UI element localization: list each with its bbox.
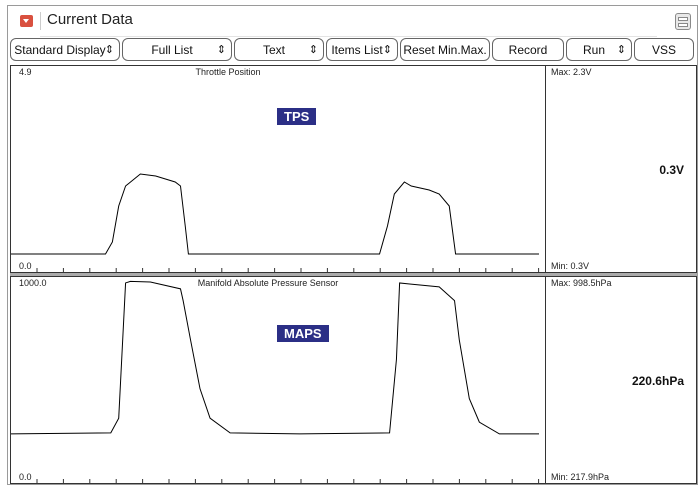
divider <box>40 12 41 30</box>
min-value: Min: 0.3V <box>551 261 590 271</box>
y-min-label: 0.0 <box>19 261 32 271</box>
button-label: Full List <box>151 42 193 57</box>
value-panel: Max: 998.5hPa 220.6hPa Min: 217.9hPa <box>546 277 696 483</box>
divider <box>40 36 657 37</box>
record-button[interactable]: Record <box>492 38 564 61</box>
sensor-badge: MAPS <box>277 325 329 342</box>
min-value: Min: 217.9hPa <box>551 472 610 482</box>
button-label: VSS <box>651 42 676 57</box>
series-line <box>11 280 539 435</box>
full-list-button[interactable]: Full List ⇕ <box>122 38 232 61</box>
reset-min-max-button[interactable]: Reset Min.Max. <box>400 38 490 61</box>
current-value: 220.6hPa <box>631 374 684 388</box>
updown-arrow-icon: ⇕ <box>382 44 392 56</box>
line-chart <box>11 280 540 483</box>
current-data-window: Current Data Standard Display ⇕ Full List ⇕… <box>7 5 698 485</box>
tps-graph-panel: 4.9 Throttle Position TPS 0.0 Max: 2.3V … <box>10 65 697 273</box>
value-panel: Max: 2.3V 0.3V Min: 0.3V <box>546 66 696 272</box>
button-label: Standard Display <box>14 42 106 57</box>
dropdown-icon[interactable] <box>20 15 33 27</box>
updown-arrow-icon: ⇕ <box>616 44 626 56</box>
window-title: Current Data <box>47 11 133 28</box>
y-max-label: 1000.0 <box>19 278 47 288</box>
maps-graph-panel: 1000.0 Manifold Absolute Pressure Sensor… <box>10 276 697 484</box>
plot-area: 1000.0 Manifold Absolute Pressure Sensor… <box>11 277 546 483</box>
current-value: 0.3V <box>659 163 684 177</box>
line-chart <box>11 173 540 272</box>
updown-arrow-icon: ⇕ <box>104 44 114 56</box>
items-list-button[interactable]: Items List ⇕ <box>326 38 398 61</box>
text-button[interactable]: Text ⇕ <box>234 38 324 61</box>
standard-display-button[interactable]: Standard Display ⇕ <box>10 38 120 61</box>
vss-button[interactable]: VSS <box>634 38 694 61</box>
button-label: Text <box>262 42 285 57</box>
button-label: Items List <box>331 42 383 57</box>
plot-area: 4.9 Throttle Position TPS 0.0 <box>11 66 546 272</box>
y-max-label: 4.9 <box>19 67 32 77</box>
button-label: Reset Min.Max. <box>403 42 487 57</box>
button-label: Record <box>508 42 548 57</box>
graph-title: Manifold Absolute Pressure Sensor <box>197 278 339 288</box>
button-label: Run <box>582 42 605 57</box>
sensor-badge: TPS <box>277 108 317 125</box>
list-view-icon[interactable] <box>675 13 691 30</box>
panel-splitter[interactable] <box>10 273 697 276</box>
updown-arrow-icon: ⇕ <box>216 44 226 56</box>
run-button[interactable]: Run ⇕ <box>566 38 632 61</box>
series-line <box>11 173 539 255</box>
y-min-label: 0.0 <box>19 472 32 482</box>
updown-arrow-icon: ⇕ <box>308 44 318 56</box>
toolbar: Standard Display ⇕ Full List ⇕ Text ⇕ Items Li… <box>10 38 695 63</box>
max-value: Max: 998.5hPa <box>551 278 612 288</box>
max-value: Max: 2.3V <box>551 67 592 77</box>
graph-title: Throttle Position <box>195 67 261 77</box>
title-bar: Current Data <box>8 6 697 37</box>
